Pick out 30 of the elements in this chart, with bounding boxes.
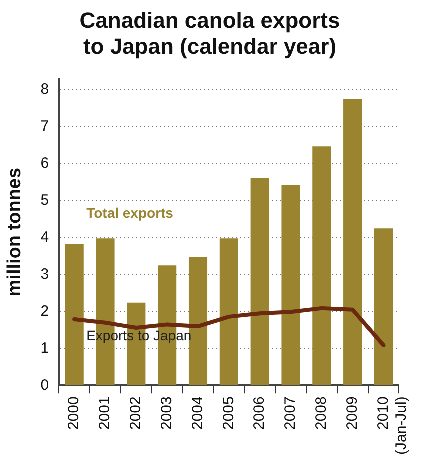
y-tick-label: 7 [40,118,50,136]
y-tick-label: 5 [40,192,50,210]
y-tick-label: 6 [40,155,50,172]
bar [250,178,270,386]
y-tick-label: 1 [40,340,50,357]
y-tick-label: 0 [40,376,50,394]
x-tick-label: 2006 [251,396,268,430]
x-tick-label: 2007 [282,396,300,430]
x-tick-label: 2009 [344,396,361,430]
chart-title: Canadian canola exports to Japan (calendar year) [78,8,342,60]
bar [374,228,393,386]
bar [282,185,300,386]
bar [344,99,362,386]
x-tick-label: 2004 [189,396,206,430]
y-tick-label: 8 [40,81,50,98]
x-tick-label: 2002 [128,396,145,430]
y-tick-label: 4 [40,229,50,246]
y-tick-label: 3 [40,266,50,283]
x-tick-label: 2008 [313,396,330,430]
x-tick-label: 2010 (Jan-Jul) [374,396,410,456]
x-tick-label: 2003 [158,396,176,430]
series-label: Total exports [86,204,174,221]
bar [312,146,332,386]
y-axis-title: million tonnes [4,168,26,297]
x-tick-label: 2000 [66,396,83,430]
x-tick-label: 2005 [220,396,238,430]
bar [65,244,84,386]
y-tick-label: 2 [40,302,50,320]
bar [220,238,238,386]
x-tick-label: 2001 [96,396,114,430]
